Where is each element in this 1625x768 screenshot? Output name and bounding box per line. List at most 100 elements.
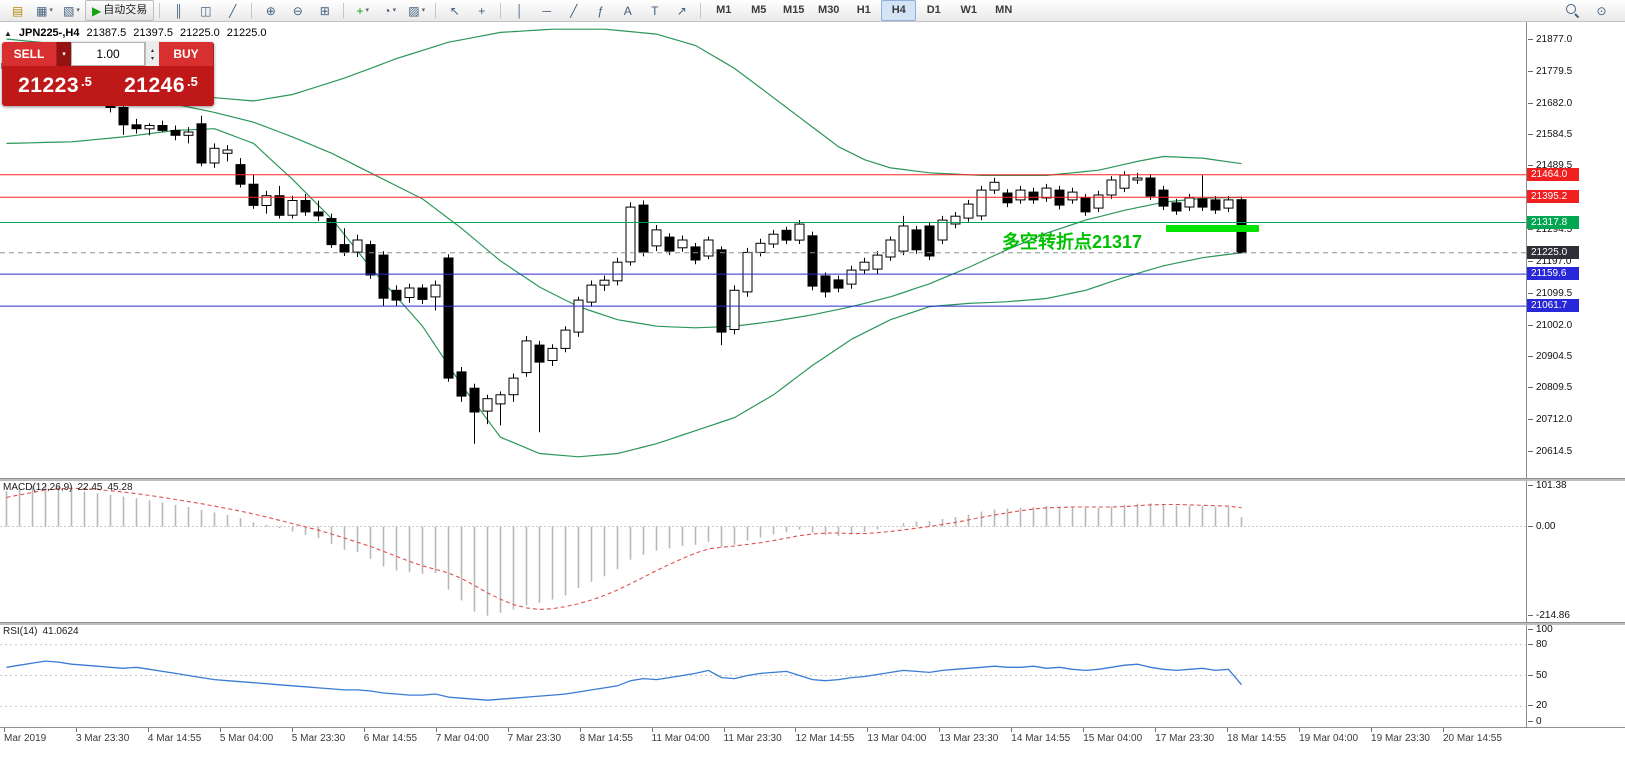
vertical-line-icon[interactable]: │: [506, 0, 533, 21]
rsi-value: 41.0624: [42, 626, 79, 637]
dropdown-arrow-icon: ▾: [49, 7, 53, 14]
timeframe-mn[interactable]: MN: [995, 4, 1013, 16]
candle: [482, 398, 493, 412]
macd-axis-label: 101.38: [1528, 480, 1567, 491]
oneclick-toggle-icon[interactable]: ▲: [4, 28, 12, 38]
search-icon[interactable]: [1561, 0, 1588, 21]
timeframe-d1[interactable]: D1: [926, 4, 941, 16]
panel-splitter[interactable]: [0, 478, 1625, 481]
time-axis-tick: [795, 728, 797, 732]
rsi-name: RSI(14): [3, 626, 38, 637]
main-chart-panel[interactable]: ▲ JPN225-,H4 21387.5 21397.5 21225.0 212…: [0, 22, 1527, 478]
time-axis-label: 5 Mar 04:00: [219, 733, 274, 744]
new-chart-icon[interactable]: ▦ ▾: [31, 0, 58, 21]
macd-panel: MACD(12,26,9) 22.45 45.28: [0, 480, 1527, 622]
price-badge: 21317.8: [1527, 215, 1579, 229]
bollinger-middle-band: [6, 93, 1242, 329]
time-axis-label: 14 Mar 14:55: [1011, 733, 1071, 744]
rsi-axis-label: 50: [1527, 669, 1548, 681]
sell-price[interactable]: 21223 .5: [2, 66, 108, 106]
price-axis-label: 21584.5: [1527, 129, 1573, 141]
candle: [612, 261, 623, 282]
templates-icon[interactable]: ▨ ▾: [403, 0, 430, 21]
candle: [768, 233, 779, 245]
autotrading-button[interactable]: ▶ 自动交易: [85, 0, 155, 21]
candle: [326, 218, 337, 246]
time-axis-label: 7 Mar 23:30: [507, 733, 562, 744]
zoom-in-icon[interactable]: ⊕: [257, 0, 284, 21]
fibonacci-icon[interactable]: ƒ: [587, 0, 614, 21]
tile-windows-icon[interactable]: ⊞: [311, 0, 338, 21]
candlestick-chart-icon: ◫: [200, 3, 212, 18]
macd-axis: 101.38 0.00 -214.86: [1527, 480, 1625, 622]
indicators-icon[interactable]: + ▾: [349, 0, 376, 21]
candle: [742, 251, 753, 293]
spin-down-icon[interactable]: ▾: [150, 55, 154, 62]
panel-splitter[interactable]: [0, 622, 1625, 625]
arrows-icon: ↗: [676, 3, 687, 18]
candle: [170, 129, 181, 136]
highlight-trendline[interactable]: [1166, 225, 1259, 233]
horizontal-line-icon[interactable]: ─: [533, 0, 560, 21]
buy-price[interactable]: 21246 .5: [108, 66, 214, 106]
time-axis-tick: [1011, 728, 1013, 732]
bar-chart-icon[interactable]: ║: [165, 0, 192, 21]
trendline-icon: ╱: [570, 3, 578, 18]
ohlc-open: 21387.5: [86, 27, 127, 39]
timeframe-m1[interactable]: M1: [716, 4, 732, 16]
timeframe-m15[interactable]: M15: [783, 4, 805, 16]
sell-dropdown-icon[interactable]: ▾: [57, 42, 71, 66]
rsi-panel: RSI(14) 41.0624: [0, 624, 1527, 727]
candle: [1106, 179, 1117, 196]
ohlc-low: 21225.0: [180, 27, 220, 39]
candle: [989, 181, 1000, 191]
candle: [378, 254, 389, 299]
volume-spinner[interactable]: ▴ ▾: [145, 42, 159, 66]
candle: [352, 239, 363, 253]
text-icon[interactable]: A: [614, 0, 641, 21]
time-axis-label: 18 Mar 14:55: [1227, 733, 1287, 744]
line-chart-icon[interactable]: ╱: [219, 0, 246, 21]
candle: [599, 279, 610, 286]
time-axis-label: Mar 2019: [4, 733, 47, 744]
candle: [677, 239, 688, 249]
candle: [222, 149, 233, 154]
timeframe-m5[interactable]: M5: [751, 4, 767, 16]
candle: [1067, 191, 1078, 201]
timeframe-m30[interactable]: M30: [818, 4, 840, 16]
text-label-icon[interactable]: T: [641, 0, 668, 21]
time-axis-label: 17 Mar 23:30: [1155, 733, 1215, 744]
time-axis-label: 6 Mar 14:55: [363, 733, 418, 744]
rsi-axis-label: 100: [1528, 624, 1553, 635]
candle: [508, 377, 519, 396]
candlestick-chart-icon[interactable]: ◫: [192, 0, 219, 21]
timeframe-w1[interactable]: W1: [960, 4, 977, 16]
timeframe-h1[interactable]: H1: [856, 4, 871, 16]
crosshair-icon[interactable]: +: [468, 0, 495, 21]
candle: [365, 244, 376, 276]
trendline-icon[interactable]: ╱: [560, 0, 587, 21]
price-axis-label: 21489.5: [1527, 160, 1573, 172]
volume-input[interactable]: [72, 46, 144, 62]
time-axis-label: 8 Mar 14:55: [579, 733, 633, 744]
arrows-icon[interactable]: ↗: [668, 0, 695, 21]
zoom-out-icon[interactable]: ⊖: [284, 0, 311, 21]
new-order-icon[interactable]: ▤: [4, 0, 31, 21]
timeframe-h4[interactable]: H4: [881, 0, 917, 21]
annotation-text: 多空转折点21317: [1002, 232, 1143, 252]
profiles-icon[interactable]: ▧ ▾: [58, 0, 85, 21]
dropdown-arrow-icon: ▾: [392, 7, 397, 14]
line-chart-icon: ╱: [229, 3, 237, 18]
price-badge: 21225.0: [1527, 245, 1579, 259]
spin-up-icon[interactable]: ▴: [150, 47, 154, 54]
candle: [1158, 189, 1169, 207]
periods-icon[interactable]: ◔ ▾: [376, 0, 403, 21]
buy-button[interactable]: BUY: [159, 42, 214, 66]
sell-button[interactable]: SELL: [2, 42, 57, 66]
candle: [1015, 189, 1026, 201]
time-axis-tick: [651, 728, 653, 732]
help-icon[interactable]: ⊙: [1588, 0, 1615, 21]
cursor-icon[interactable]: ↖: [441, 0, 468, 21]
macd-signal-line: [6, 487, 1242, 611]
